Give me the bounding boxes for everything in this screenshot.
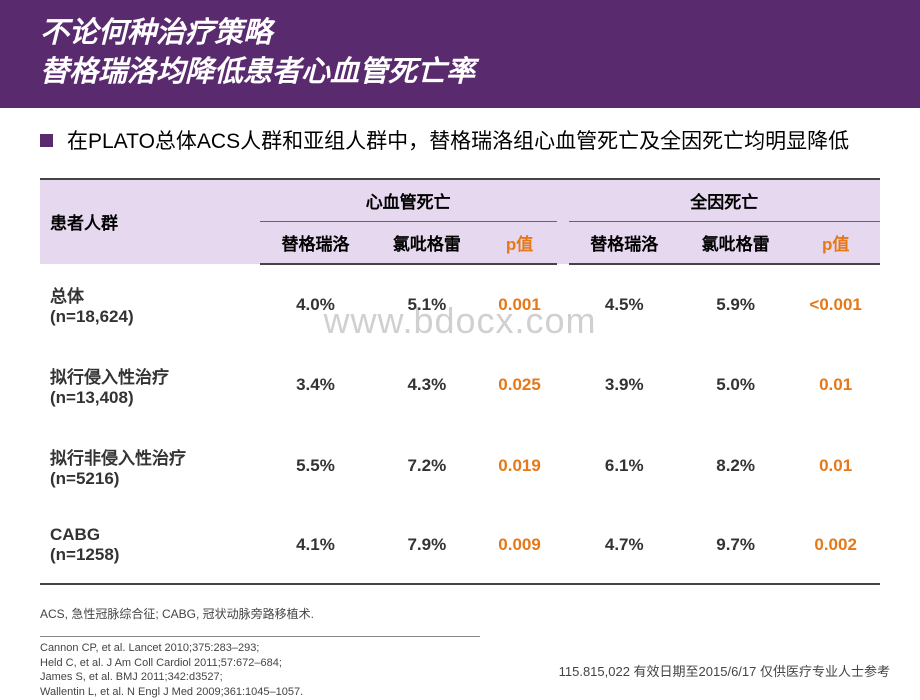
- cell: 6.1%: [569, 426, 680, 507]
- table-row: 总体 (n=18,624) 4.0% 5.1% 0.001 4.5% 5.9% …: [40, 264, 880, 345]
- cell-p: 0.002: [791, 507, 880, 584]
- row-name: 拟行侵入性治疗: [50, 363, 256, 388]
- cell: 7.9%: [371, 507, 482, 584]
- row-head: 拟行非侵入性治疗 (n=5216): [40, 426, 260, 507]
- cell: 4.7%: [569, 507, 680, 584]
- rowlabel-header: 患者人群: [40, 179, 260, 264]
- cell-p: <0.001: [791, 264, 880, 345]
- row-name: CABG: [50, 525, 256, 545]
- row-name: 拟行非侵入性治疗: [50, 444, 256, 469]
- title-line-2: 替格瑞洛均降低患者心血管死亡率: [40, 53, 880, 92]
- slide-header: 不论何种治疗策略 替格瑞洛均降低患者心血管死亡率: [0, 0, 920, 108]
- row-head: CABG (n=1258): [40, 507, 260, 584]
- cell-p: 0.001: [483, 264, 557, 345]
- row-head: 拟行侵入性治疗 (n=13,408): [40, 345, 260, 426]
- footer-note: 115.815,022 有效日期至2015/6/17 仅供医疗专业人士参考: [559, 661, 890, 680]
- table-row: 拟行非侵入性治疗 (n=5216) 5.5% 7.2% 0.019 6.1% 8…: [40, 426, 880, 507]
- spacer-cell: [557, 345, 569, 426]
- cell: 4.5%: [569, 264, 680, 345]
- spacer: [557, 179, 569, 264]
- group2-header: 全因死亡: [569, 179, 880, 222]
- sub-c1: 替格瑞洛: [260, 221, 371, 264]
- cell: 5.5%: [260, 426, 371, 507]
- table-body: 总体 (n=18,624) 4.0% 5.1% 0.001 4.5% 5.9% …: [40, 264, 880, 584]
- data-table-container: 患者人群 心血管死亡 全因死亡 替格瑞洛 氯吡格雷 p值 替格瑞洛 氯吡格雷 p…: [40, 178, 880, 585]
- row-n: (n=13,408): [50, 388, 256, 408]
- sub-c3: p值: [483, 221, 557, 264]
- cell: 4.3%: [371, 345, 482, 426]
- spacer-cell: [557, 264, 569, 345]
- cell: 4.0%: [260, 264, 371, 345]
- spacer-cell: [557, 507, 569, 584]
- mortality-table: 患者人群 心血管死亡 全因死亡 替格瑞洛 氯吡格雷 p值 替格瑞洛 氯吡格雷 p…: [40, 178, 880, 585]
- references: Cannon CP, et al. Lancet 2010;375:283–29…: [40, 636, 480, 700]
- content-area: 在PLATO总体ACS人群和亚组人群中，替格瑞洛组心血管死亡及全因死亡均明显降低: [0, 108, 920, 158]
- row-n: (n=5216): [50, 469, 256, 489]
- cell-p: 0.009: [483, 507, 557, 584]
- table-row: CABG (n=1258) 4.1% 7.9% 0.009 4.7% 9.7% …: [40, 507, 880, 584]
- sub-c4: 替格瑞洛: [569, 221, 680, 264]
- table-row: 拟行侵入性治疗 (n=13,408) 3.4% 4.3% 0.025 3.9% …: [40, 345, 880, 426]
- abbreviation-note: ACS, 急性冠脉综合征; CABG, 冠状动脉旁路移植术.: [40, 605, 880, 622]
- ref-4: Wallentin L, et al. N Engl J Med 2009;36…: [40, 685, 480, 700]
- ref-1: Cannon CP, et al. Lancet 2010;375:283–29…: [40, 641, 480, 656]
- cell-p: 0.01: [791, 426, 880, 507]
- ref-3: James S, et al. BMJ 2011;342:d3527;: [40, 670, 480, 685]
- sub-c6: p值: [791, 221, 880, 264]
- cell: 3.4%: [260, 345, 371, 426]
- spacer-cell: [557, 426, 569, 507]
- cell: 8.2%: [680, 426, 791, 507]
- row-head: 总体 (n=18,624): [40, 264, 260, 345]
- row-name: 总体: [50, 282, 256, 307]
- title-line-1: 不论何种治疗策略: [40, 14, 880, 53]
- group1-header: 心血管死亡: [260, 179, 557, 222]
- cell-p: 0.019: [483, 426, 557, 507]
- table-group-header-row: 患者人群 心血管死亡 全因死亡: [40, 179, 880, 222]
- cell: 7.2%: [371, 426, 482, 507]
- ref-2: Held C, et al. J Am Coll Cardiol 2011;57…: [40, 656, 480, 671]
- cell: 5.1%: [371, 264, 482, 345]
- sub-c2: 氯吡格雷: [371, 221, 482, 264]
- cell: 5.0%: [680, 345, 791, 426]
- cell-p: 0.01: [791, 345, 880, 426]
- cell-p: 0.025: [483, 345, 557, 426]
- sub-c5: 氯吡格雷: [680, 221, 791, 264]
- cell: 3.9%: [569, 345, 680, 426]
- cell: 9.7%: [680, 507, 791, 584]
- row-n: (n=18,624): [50, 307, 256, 327]
- bullet-item: 在PLATO总体ACS人群和亚组人群中，替格瑞洛组心血管死亡及全因死亡均明显降低: [40, 126, 880, 158]
- bullet-text: 在PLATO总体ACS人群和亚组人群中，替格瑞洛组心血管死亡及全因死亡均明显降低: [67, 126, 849, 158]
- square-bullet-icon: [40, 134, 53, 147]
- cell: 5.9%: [680, 264, 791, 345]
- row-n: (n=1258): [50, 545, 256, 565]
- cell: 4.1%: [260, 507, 371, 584]
